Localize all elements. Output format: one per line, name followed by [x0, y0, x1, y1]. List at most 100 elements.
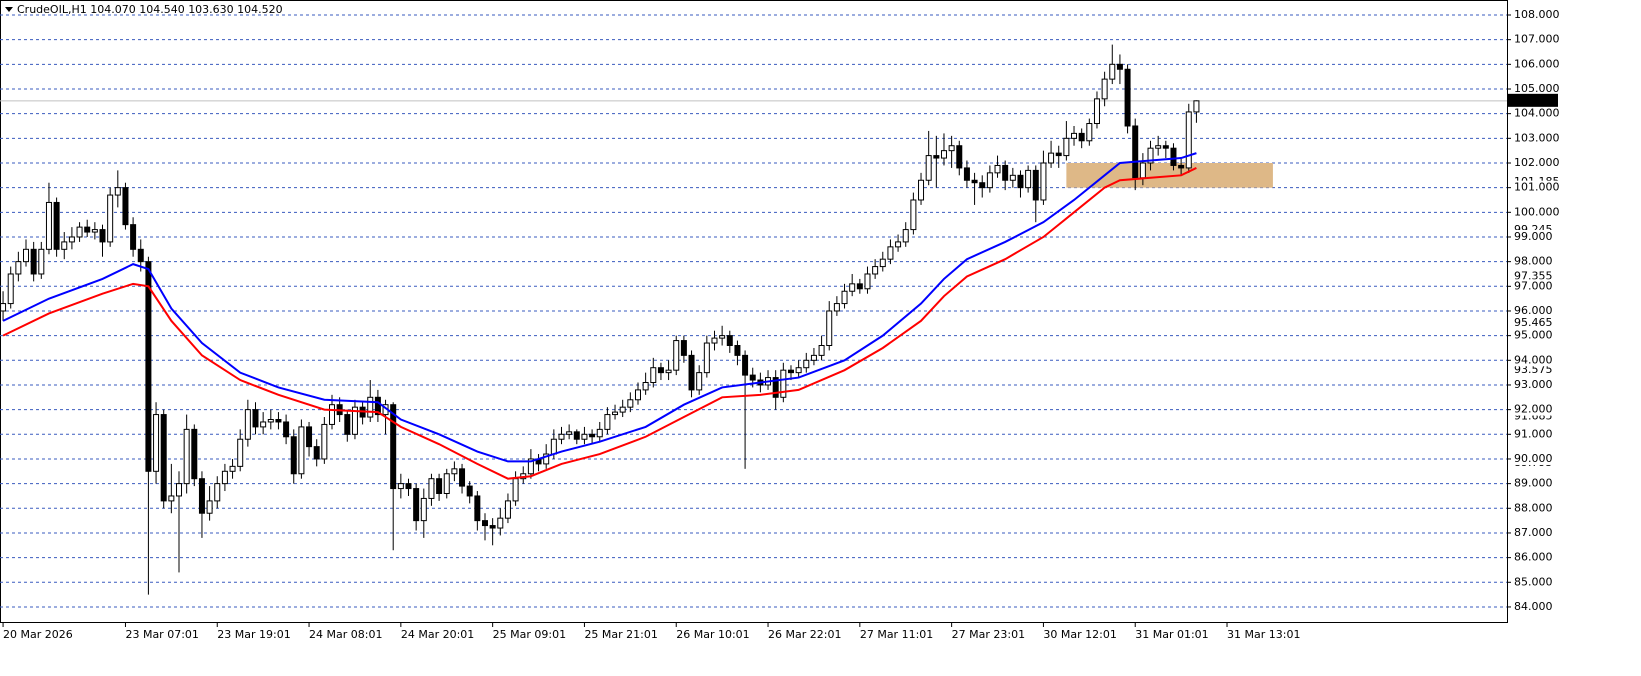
candle-body	[940, 150, 947, 159]
candle-body	[489, 525, 496, 529]
y-tick-bg	[1512, 427, 1560, 441]
candle-body	[38, 248, 45, 275]
candle-body	[122, 187, 129, 226]
candle-body	[566, 431, 573, 435]
y-tick-label: 99.000	[1514, 230, 1553, 243]
candle-body	[130, 224, 137, 250]
candle-body	[23, 248, 30, 263]
moving-average	[2, 167, 1197, 480]
candle-body	[328, 404, 335, 425]
y-tick-label: 100.000	[1514, 205, 1560, 218]
candle-body	[879, 258, 886, 268]
candle-body	[634, 389, 641, 401]
x-tick-label: 27 Mar 11:01	[860, 628, 933, 641]
candle-body	[1101, 78, 1108, 100]
x-tick-label: 20 Mar 2026	[3, 628, 73, 641]
y-tick-label: 98.000	[1514, 255, 1553, 268]
candle-body	[367, 396, 374, 418]
y-tick-label: 105.000	[1514, 82, 1560, 95]
candle-body	[1139, 162, 1146, 179]
x-tick-label: 31 Mar 01:01	[1135, 628, 1208, 641]
last-price-box	[1508, 93, 1558, 107]
y-tick-label: 108.000	[1514, 8, 1560, 21]
y-tick-bg	[1512, 106, 1560, 120]
chart-title: CrudeOIL,H1 104.070 104.540 103.630 104.…	[17, 3, 283, 16]
y-tick-bg	[1512, 81, 1560, 95]
y-tick-label: 93.000	[1514, 378, 1553, 391]
candle-body	[734, 345, 741, 356]
y-tick-label: 86.000	[1514, 551, 1553, 564]
candle-body	[527, 458, 534, 475]
candle-body	[1162, 145, 1169, 149]
candle-body	[443, 473, 450, 494]
candle-body	[1002, 164, 1009, 181]
candle-body	[543, 453, 550, 465]
y-tick-bg	[1512, 229, 1560, 243]
candle-body	[864, 273, 871, 290]
candle-body	[1048, 152, 1055, 164]
candle-body	[619, 406, 626, 413]
y-tick-label: 88.000	[1514, 501, 1553, 514]
candle-body	[206, 500, 213, 514]
y-tick-label: 94.000	[1514, 353, 1553, 366]
x-tick-label: 23 Mar 19:01	[217, 628, 290, 641]
moving-average	[2, 152, 1197, 463]
candle-body	[420, 497, 427, 522]
y-tick-label: 85.000	[1514, 575, 1553, 588]
candle-body	[107, 194, 114, 243]
candle-body	[963, 167, 970, 181]
y-tick-label: 107.000	[1514, 33, 1560, 46]
candle-body	[428, 478, 435, 499]
candle-body	[1170, 147, 1177, 166]
candle-body	[99, 229, 106, 243]
candle-body	[589, 433, 596, 438]
candle-body	[742, 354, 749, 376]
candle-body	[91, 229, 98, 233]
candle-body	[160, 414, 167, 502]
candle-body	[374, 396, 381, 416]
candle-body	[397, 483, 404, 490]
candle-body	[229, 465, 236, 472]
candle-body	[573, 431, 580, 440]
candle-body	[1093, 98, 1100, 125]
candle-body	[979, 182, 986, 189]
candle-body	[849, 283, 856, 292]
candle-body	[1132, 125, 1139, 179]
candle-body	[1185, 111, 1192, 169]
candle-body	[451, 468, 458, 475]
candle-body	[1124, 68, 1131, 127]
y-tick-label: 89.000	[1514, 477, 1553, 490]
y-tick-bg	[1512, 377, 1560, 391]
y-tick-label: 95.000	[1514, 329, 1553, 342]
y-tick-label: 106.000	[1514, 57, 1560, 70]
candle-body	[696, 372, 703, 391]
y-tick-label: 103.000	[1514, 131, 1560, 144]
candle-body	[688, 354, 695, 391]
candle-body	[550, 438, 557, 455]
last-price-label: 104.520	[1512, 94, 1558, 107]
y-tick-label: 101.000	[1514, 181, 1560, 194]
candle-body	[787, 369, 794, 374]
candle-body	[596, 428, 603, 438]
candle-body	[772, 377, 779, 398]
y-tick-bg	[1512, 328, 1560, 342]
y-tick-bg	[1512, 525, 1560, 539]
candle-body	[512, 478, 519, 502]
candle-body	[719, 335, 726, 339]
candle-body	[780, 369, 787, 398]
menu-triangle[interactable]	[5, 7, 13, 12]
candle-body	[260, 421, 267, 428]
candle-body	[1078, 132, 1085, 142]
candle-body	[30, 248, 37, 275]
candle-body	[145, 261, 152, 472]
candle-body	[826, 310, 833, 347]
candle-body	[803, 359, 810, 369]
y-tick-bg	[1512, 57, 1560, 71]
x-tick-label: 26 Mar 10:01	[676, 628, 749, 641]
candle-body	[841, 290, 848, 305]
candle-body	[313, 446, 320, 460]
y-tick-bg	[1512, 7, 1560, 21]
level-label: 95.465	[1514, 316, 1553, 329]
candle-body	[1178, 164, 1185, 169]
